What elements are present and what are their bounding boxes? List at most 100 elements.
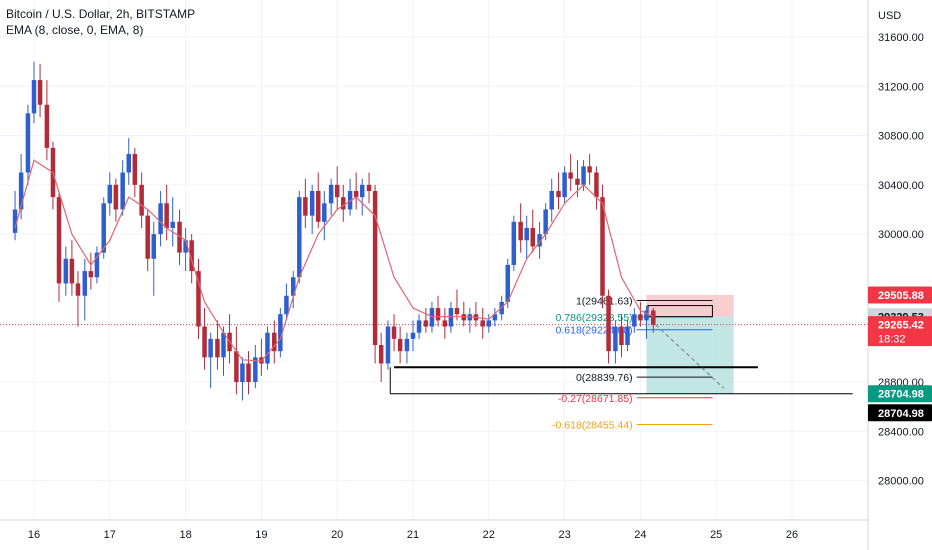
- candle-body: [359, 184, 365, 198]
- fib-level-label: 0(28839.76): [576, 372, 633, 384]
- candle-body: [632, 314, 637, 327]
- candle-body: [101, 203, 106, 253]
- candle-body: [196, 271, 201, 327]
- candle-body: [644, 310, 649, 321]
- candle-body: [31, 80, 37, 114]
- candle-body: [183, 240, 188, 253]
- candle-body: [25, 113, 31, 173]
- fib-level-label: -0.618(28455.44): [552, 419, 633, 431]
- candle-body: [303, 197, 308, 216]
- candle-body: [126, 154, 131, 173]
- time-axis-bg: [0, 520, 868, 550]
- y-tick-label: 31200.00: [878, 81, 924, 93]
- x-tick-label: 19: [255, 529, 267, 541]
- candle-body: [113, 184, 119, 210]
- price-axis-bg: [868, 0, 932, 550]
- candle-body: [120, 172, 125, 210]
- candle-body: [341, 197, 346, 210]
- price-tag-label: 28704.98: [878, 408, 924, 420]
- price-tag-bg: [868, 286, 932, 304]
- candle-body: [353, 190, 359, 198]
- x-tick-label: 20: [331, 529, 343, 541]
- candle-body: [530, 227, 536, 247]
- price-tag-label: 29505.88: [878, 290, 924, 302]
- x-tick-label: 16: [28, 529, 40, 541]
- candle-body: [568, 172, 573, 179]
- candle-body: [606, 295, 611, 352]
- candle-body: [505, 264, 510, 302]
- price-tag-bg: [868, 385, 932, 403]
- candle-body: [423, 320, 429, 327]
- x-tick-label: 18: [179, 529, 191, 541]
- candle-body: [575, 178, 580, 185]
- price-tag-label: 28704.98: [878, 389, 924, 401]
- candle-body: [75, 283, 81, 296]
- candle-body: [486, 320, 492, 327]
- candle-body: [290, 277, 296, 296]
- candle-body: [581, 166, 586, 185]
- candle-body: [524, 227, 529, 241]
- candle-body: [511, 221, 517, 265]
- y-tick-label: 28400.00: [878, 426, 924, 438]
- candle-body: [139, 184, 144, 216]
- candle-body: [461, 314, 467, 321]
- candle-body: [638, 314, 643, 321]
- candle-body: [442, 320, 448, 327]
- x-tick-label: 23: [558, 529, 570, 541]
- y-tick-label: 30800.00: [878, 131, 924, 143]
- take-profit-zone: [646, 316, 734, 394]
- candle-body: [543, 209, 548, 235]
- candle-body: [378, 345, 384, 364]
- candle-body: [284, 295, 289, 315]
- candle-body: [322, 203, 327, 222]
- candle-body: [397, 338, 403, 352]
- chart-legend: Bitcoin / U.S. Dollar, 2h, BITSTAMP EMA …: [6, 6, 195, 38]
- candle-body: [347, 190, 353, 210]
- candle-body: [56, 197, 62, 284]
- candle-body: [253, 357, 258, 382]
- candle-body: [651, 310, 656, 325]
- y-tick-label: 28000.00: [878, 476, 924, 488]
- candle-body: [234, 351, 239, 382]
- candle-body: [132, 154, 138, 185]
- candle-body: [435, 308, 441, 321]
- candle-body: [600, 197, 605, 296]
- candle-body: [391, 326, 397, 339]
- candle-body: [189, 240, 194, 272]
- price-tag-bg: [868, 316, 932, 347]
- candle-body: [82, 271, 88, 296]
- candle-body: [587, 166, 592, 173]
- y-tick-label: 31600.00: [878, 32, 924, 44]
- candle-body: [44, 104, 50, 148]
- candle-body: [366, 184, 372, 191]
- candle-body: [467, 314, 473, 321]
- candle-body: [416, 320, 422, 333]
- candle-body: [88, 271, 94, 278]
- candle-body: [37, 80, 43, 105]
- symbol-title: Bitcoin / U.S. Dollar, 2h, BITSTAMP: [6, 7, 196, 21]
- candle-body: [410, 332, 416, 339]
- price-tag-label: 29265.42: [878, 320, 924, 332]
- candle-body: [107, 184, 113, 204]
- countdown-label: 18:32: [878, 334, 906, 346]
- candle-body: [549, 190, 554, 210]
- fib-level-label: 0.786(29328.55): [556, 312, 633, 324]
- candle-body: [18, 172, 24, 210]
- x-tick-label: 24: [634, 529, 646, 541]
- ema-indicator-label: EMA (8, close, 0, EMA, 8): [6, 23, 144, 37]
- candle-body: [297, 197, 302, 278]
- candle-body: [69, 258, 75, 284]
- candle-body: [625, 326, 630, 346]
- projection-line: [655, 324, 725, 389]
- candle-body: [385, 326, 391, 364]
- candle-body: [278, 314, 283, 352]
- x-tick-label: 22: [483, 529, 495, 541]
- candle-body: [202, 326, 207, 358]
- x-tick-label: 21: [407, 529, 419, 541]
- candle-body: [215, 338, 220, 358]
- candle-body: [164, 203, 169, 228]
- candle-body: [170, 221, 175, 228]
- y-tick-label: 30400.00: [878, 180, 924, 192]
- price-tag-bg: [868, 404, 932, 422]
